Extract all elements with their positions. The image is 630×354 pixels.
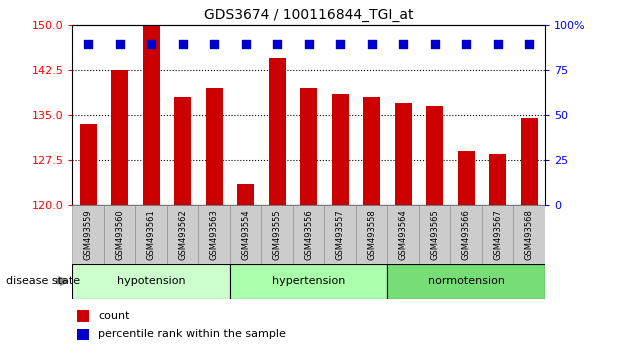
Point [178, 41, 188, 47]
Text: GSM493560: GSM493560 [115, 209, 124, 260]
Bar [394, 103, 412, 205]
Bar [167, 205, 198, 264]
Point [335, 41, 345, 47]
Point [146, 41, 156, 47]
Bar [230, 205, 261, 264]
Text: GSM493567: GSM493567 [493, 209, 502, 260]
Bar [387, 205, 419, 264]
Bar [79, 124, 97, 205]
Text: percentile rank within the sample: percentile rank within the sample [98, 330, 286, 339]
Text: GSM493554: GSM493554 [241, 209, 250, 260]
Bar [513, 205, 545, 264]
Point [272, 41, 282, 47]
Point [430, 41, 440, 47]
Point [241, 41, 251, 47]
Point [461, 41, 471, 47]
Point [524, 41, 534, 47]
Bar [489, 154, 507, 205]
Bar [363, 97, 381, 205]
Bar [72, 205, 104, 264]
Bar [419, 205, 450, 264]
Text: GSM493559: GSM493559 [84, 209, 93, 260]
Text: hypertension: hypertension [272, 276, 345, 286]
Text: GSM493557: GSM493557 [336, 209, 345, 260]
Point [367, 41, 377, 47]
Point [115, 41, 125, 47]
Bar [457, 151, 475, 205]
Point [209, 41, 219, 47]
Bar [104, 205, 135, 264]
Bar [111, 70, 129, 205]
Bar [324, 205, 356, 264]
Title: GDS3674 / 100116844_TGI_at: GDS3674 / 100116844_TGI_at [204, 8, 413, 22]
Text: GSM493556: GSM493556 [304, 209, 313, 260]
Bar [77, 310, 89, 322]
Point [398, 41, 408, 47]
Text: normotension: normotension [428, 276, 505, 286]
Text: disease state: disease state [6, 276, 81, 286]
Bar [237, 184, 255, 205]
Text: GSM493564: GSM493564 [399, 209, 408, 260]
Point [493, 41, 503, 47]
Bar [198, 205, 230, 264]
Bar [387, 264, 545, 299]
Bar [72, 264, 230, 299]
Text: GSM493555: GSM493555 [273, 209, 282, 260]
Bar [230, 264, 387, 299]
Bar [520, 118, 538, 205]
Text: GSM493566: GSM493566 [462, 209, 471, 260]
Text: count: count [98, 311, 130, 321]
Bar [142, 25, 160, 205]
Point [304, 41, 314, 47]
Text: GSM493568: GSM493568 [525, 209, 534, 260]
Text: GSM493558: GSM493558 [367, 209, 376, 260]
Bar [261, 205, 293, 264]
Text: GSM493563: GSM493563 [210, 209, 219, 260]
Bar [450, 205, 482, 264]
Text: GSM493565: GSM493565 [430, 209, 439, 260]
Text: GSM493561: GSM493561 [147, 209, 156, 260]
Point [83, 41, 93, 47]
Bar [482, 205, 513, 264]
Bar [174, 97, 192, 205]
Bar [331, 94, 349, 205]
Bar [300, 88, 318, 205]
Bar [205, 88, 223, 205]
Bar [426, 106, 444, 205]
Text: GSM493562: GSM493562 [178, 209, 187, 260]
Bar [135, 205, 167, 264]
Bar [356, 205, 387, 264]
Bar [293, 205, 324, 264]
Bar [268, 58, 286, 205]
Bar [77, 329, 89, 341]
Text: hypotension: hypotension [117, 276, 185, 286]
